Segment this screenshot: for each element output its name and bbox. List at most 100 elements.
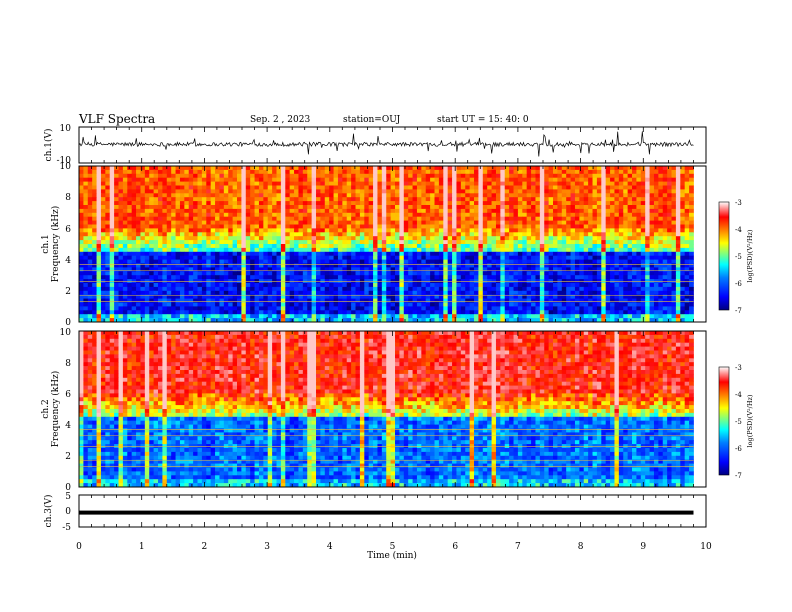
spectrogram-cell <box>193 205 198 210</box>
spectrogram-cell <box>368 220 374 225</box>
spectrogram-cell <box>465 216 471 221</box>
spectrogram-cell <box>645 267 650 272</box>
spectrogram-cell <box>175 247 181 253</box>
spectrogram-cell <box>478 189 484 194</box>
spectrogram-cell <box>491 205 497 210</box>
spectrogram-cell <box>359 271 365 276</box>
spectrogram-cell <box>237 181 242 186</box>
spectrogram-cell <box>263 302 269 307</box>
spectrogram-cell <box>127 169 133 175</box>
spectrogram-cell <box>289 267 295 272</box>
spectrogram-cell <box>254 251 260 257</box>
spectrogram-cell <box>241 228 247 233</box>
spectrogram-cell <box>395 255 400 260</box>
spectrogram-cell <box>425 193 431 198</box>
spectrogram-cell <box>596 263 602 268</box>
spectrogram-cell <box>557 232 563 237</box>
spectrogram-cell <box>294 302 299 307</box>
spectrogram-cell <box>531 216 536 221</box>
spectrogram-cell <box>346 236 352 241</box>
spectrogram-cell <box>640 212 646 218</box>
spectrogram-cell <box>438 275 444 280</box>
spectrogram-cell <box>671 298 677 303</box>
spectrogram-cell <box>504 224 510 229</box>
spectrogram-cell <box>539 240 545 245</box>
spectrogram-cell <box>636 228 642 233</box>
spectrogram-cell <box>487 220 492 225</box>
spectrogram-cell <box>140 208 146 214</box>
spectrogram-cell <box>434 220 440 225</box>
spectrogram-cell <box>399 236 405 241</box>
spectrogram-cell <box>320 212 326 218</box>
spectrogram-cell <box>592 244 598 249</box>
spectrogram-cell <box>671 228 677 233</box>
spectrogram-cell <box>667 298 672 303</box>
spectrogram-cell <box>390 251 396 257</box>
spectrogram-cell <box>675 205 681 210</box>
spectrogram-cell <box>588 181 593 186</box>
spectrogram-cell <box>359 236 365 241</box>
spectrogram-cell <box>237 193 242 198</box>
spectrogram-cell <box>162 247 168 253</box>
spectrogram-cell <box>504 290 510 296</box>
spectrogram-cell <box>368 271 374 276</box>
spectrogram-cell <box>114 263 119 268</box>
spectrogram-cell <box>447 298 453 303</box>
spectrogram-cell <box>614 255 620 260</box>
spectrogram-cell <box>689 267 694 272</box>
spectrogram-cell <box>680 181 686 186</box>
spectrogram-cell <box>390 255 396 260</box>
spectrogram-cell <box>311 185 317 190</box>
spectrogram-cell <box>320 251 326 257</box>
spectrogram-cell <box>566 294 571 299</box>
spectrogram-cell <box>223 197 229 202</box>
spectrogram-cell <box>386 286 392 292</box>
spectrogram-cell <box>166 201 172 206</box>
spectrogram-cell <box>359 240 365 245</box>
spectrogram-cell <box>522 197 528 202</box>
spectrogram-cell <box>614 251 620 257</box>
spectrogram-cell <box>416 224 422 229</box>
spectrogram-cell <box>215 185 220 190</box>
spectrogram-cell <box>482 232 488 237</box>
spectrogram-cell <box>522 251 528 257</box>
spectrogram-cell <box>171 236 176 241</box>
spectrogram-cell <box>408 169 413 175</box>
spectrogram-cell <box>680 255 686 260</box>
spectrogram-cell <box>412 275 418 280</box>
spectrogram-cell <box>219 247 225 253</box>
spectrogram-cell <box>386 224 392 229</box>
spectrogram-cell <box>689 259 694 264</box>
spectrogram-cell <box>267 181 273 186</box>
spectrogram-cell <box>645 208 650 214</box>
spectrogram-cell <box>438 283 444 288</box>
spectrogram-cell <box>474 294 479 299</box>
spectrogram-cell <box>140 166 146 171</box>
spectrogram-cell <box>601 197 607 202</box>
spectrogram-cell <box>522 193 528 198</box>
spectrogram-cell <box>509 173 514 179</box>
spectrogram-cell <box>430 193 435 198</box>
spectrogram-cell <box>658 201 664 206</box>
spectrogram-cell <box>171 197 176 202</box>
spectrogram-cell <box>294 267 299 272</box>
spectrogram-cell <box>92 224 97 229</box>
spectrogram-cell <box>100 251 106 257</box>
spectrogram-cell <box>96 247 102 253</box>
spectrogram-cell <box>149 205 155 210</box>
spectrogram-cell <box>105 185 111 190</box>
spectrogram-cell <box>241 302 247 307</box>
spectrogram-cell <box>79 193 84 198</box>
spectrogram-cell <box>421 189 427 194</box>
spectrogram-cell <box>223 255 229 260</box>
spectrogram-cell <box>131 216 137 221</box>
spectrogram-cell <box>206 240 212 245</box>
spectrogram-cell <box>381 302 387 307</box>
spectrogram-cell <box>210 244 216 249</box>
spectrogram-cell <box>675 259 681 264</box>
spectrogram-cell <box>210 205 216 210</box>
spectrogram-cell <box>263 236 269 241</box>
spectrogram-cell <box>337 173 343 179</box>
spectrogram-cell <box>333 205 339 210</box>
spectrogram-cell <box>465 193 471 198</box>
